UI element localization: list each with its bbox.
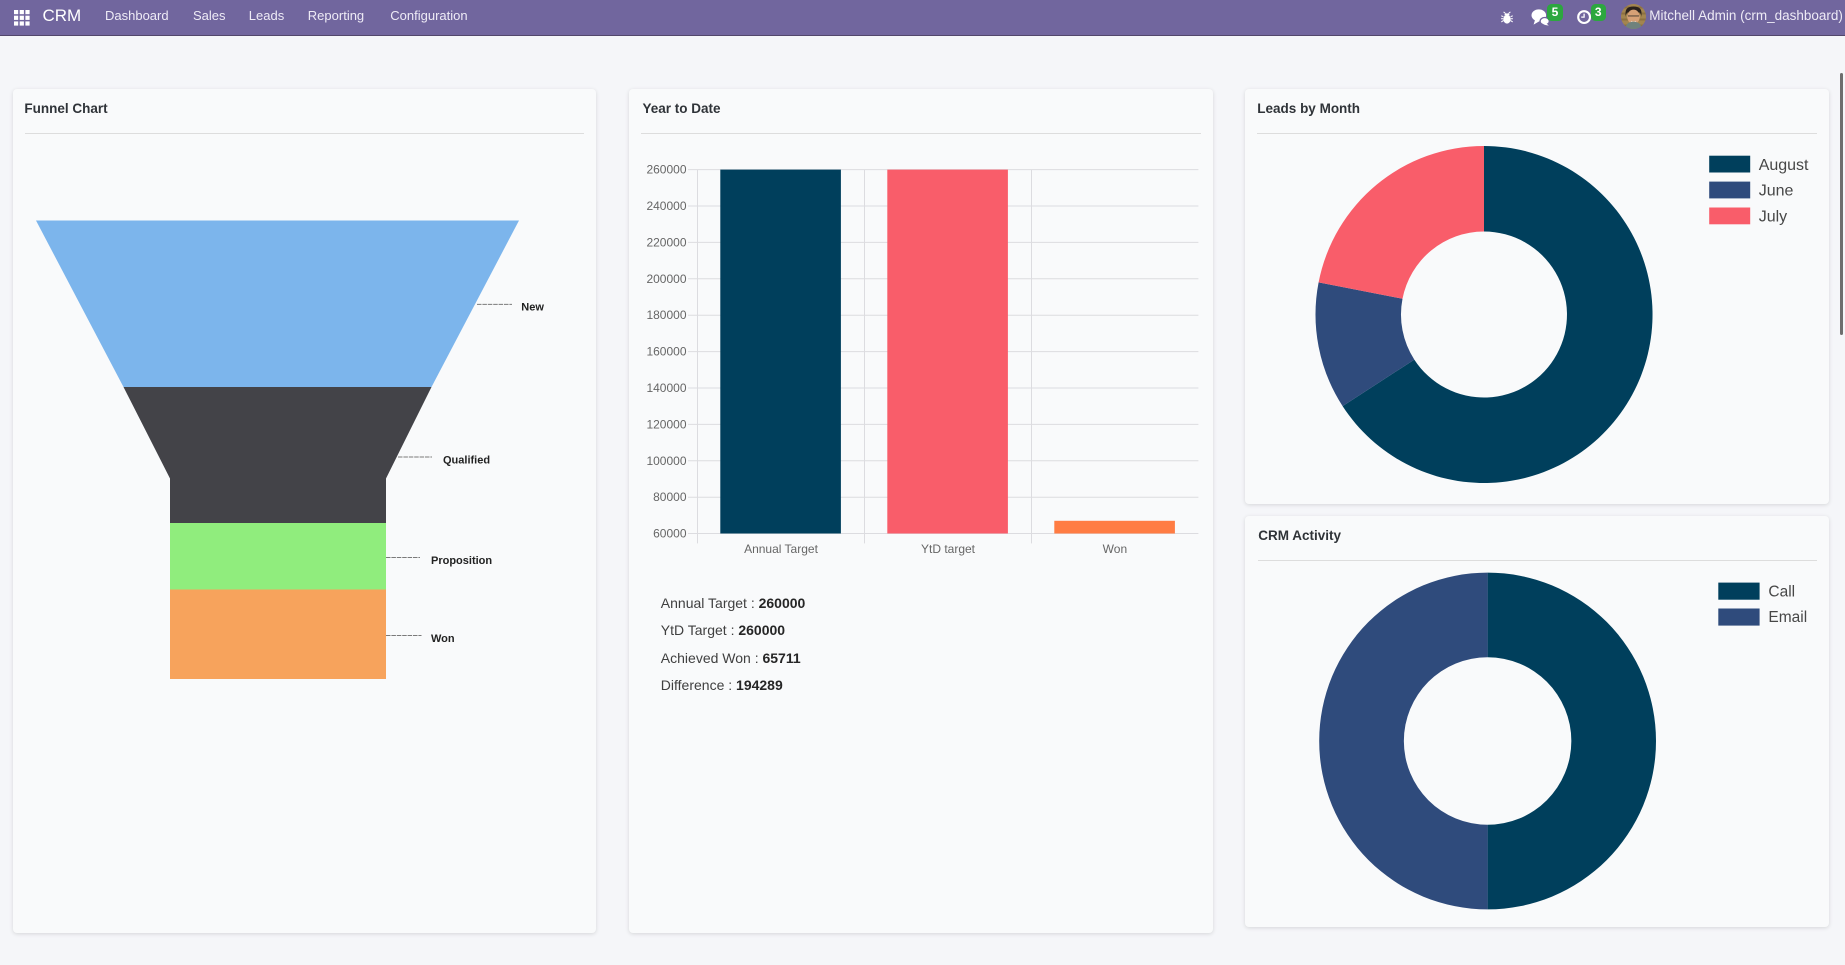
svg-text:Qualified: Qualified xyxy=(443,454,490,466)
svg-text:160000: 160000 xyxy=(646,345,686,359)
svg-text:60000: 60000 xyxy=(653,527,687,541)
svg-text:200000: 200000 xyxy=(646,272,686,286)
svg-text:July: July xyxy=(1759,209,1787,226)
svg-text:YtD target: YtD target xyxy=(921,542,976,556)
svg-text:120000: 120000 xyxy=(646,417,686,431)
svg-text:New: New xyxy=(521,301,544,313)
svg-text:August: August xyxy=(1759,157,1809,174)
svg-text:80000: 80000 xyxy=(653,490,687,504)
svg-text:260000: 260000 xyxy=(646,163,686,177)
svg-text:June: June xyxy=(1759,183,1794,200)
svg-text:220000: 220000 xyxy=(646,235,686,249)
svg-text:Proposition: Proposition xyxy=(431,555,492,567)
svg-text:Won: Won xyxy=(431,633,455,645)
svg-text:Won: Won xyxy=(1103,542,1127,556)
svg-text:100000: 100000 xyxy=(646,454,686,468)
svg-text:140000: 140000 xyxy=(646,381,686,395)
svg-text:Email: Email xyxy=(1768,609,1807,626)
svg-text:180000: 180000 xyxy=(646,308,686,322)
svg-text:240000: 240000 xyxy=(646,199,686,213)
svg-text:Annual Target: Annual Target xyxy=(744,542,819,556)
svg-text:Call: Call xyxy=(1768,583,1795,600)
